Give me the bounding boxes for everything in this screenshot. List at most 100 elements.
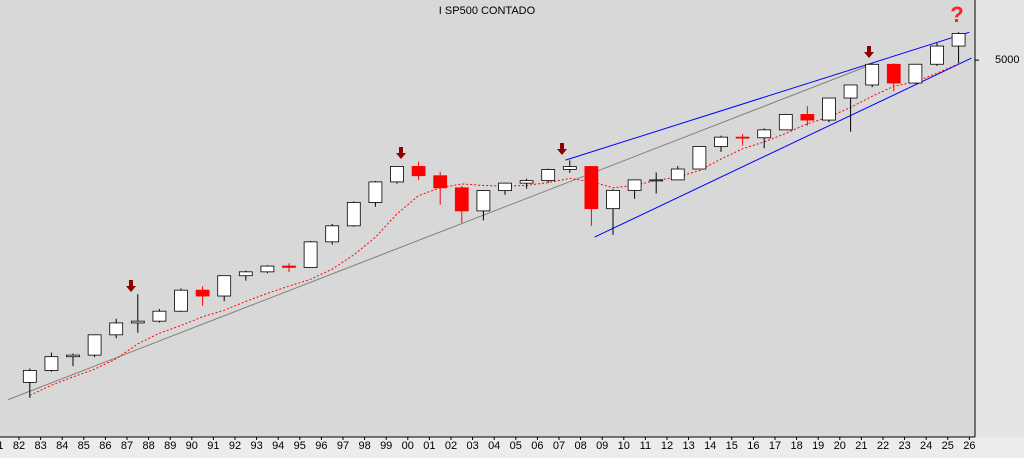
x-tick-label: 84 [56,440,68,452]
x-tick-label: 82 [13,440,25,452]
x-tick-label: 22 [877,440,889,452]
x-tick-label: 02 [445,440,457,452]
candle-body [303,241,318,268]
candle-body [541,169,556,181]
candle-body [282,265,296,268]
x-tick-label: 03 [466,440,478,452]
candle-body [87,334,102,356]
candle-body [411,166,426,177]
x-tick-label: 87 [121,440,133,452]
x-tick-label: 04 [488,440,500,452]
candle-body [670,168,685,181]
candle-body [260,265,275,273]
candle-body [22,370,37,383]
candle-body [346,202,361,227]
candle-body [217,275,232,297]
x-tick-label: 16 [747,440,759,452]
candle-body [498,182,512,191]
x-tick-label: 15 [726,440,738,452]
x-tick-label: 96 [315,440,327,452]
x-tick-label: 00 [402,440,414,452]
x-tick-label: 20 [834,440,846,452]
x-tick-label: 24 [920,440,932,452]
candle-body [714,136,728,147]
x-tick-label: 06 [531,440,543,452]
x-tick-label: 97 [337,440,349,452]
x-tick-label: 14 [704,440,716,452]
x-tick-label: 19 [812,440,824,452]
x-tick-label: 86 [99,440,111,452]
x-tick-label: 11 [640,440,651,452]
x-tick-label: 05 [510,440,522,452]
x-tick-label: 92 [229,440,241,452]
candle-body [778,114,793,131]
candle-body [649,179,664,182]
candle-body [930,45,944,65]
arrow [557,143,567,155]
candle-body [584,166,599,210]
x-tick-label: 83 [34,440,46,452]
candle-body [800,114,815,121]
x-tick-label: 91 [207,440,219,452]
arrow [396,147,406,159]
candle-body [66,354,80,358]
x-tick-label: 21 [855,440,867,452]
arrows [126,46,874,292]
x-tick-label: 08 [574,440,586,452]
candle-body [562,166,577,170]
x-tick-label: 85 [78,440,90,452]
candle-body [390,166,404,183]
candle-body [822,97,836,121]
x-tick-label: 01 [423,440,435,452]
x-tick-label: 81 [0,440,4,452]
candle-body [843,84,858,99]
moving-average [29,63,959,396]
x-tick-label: 26 [963,440,975,452]
x-tick-label: 99 [380,440,392,452]
x-tick-label: 88 [142,440,154,452]
x-tick-label: 90 [186,440,198,452]
plot-area [0,0,975,437]
candle-body [886,63,901,84]
candle-body [433,175,448,189]
candle-body [476,190,491,212]
arrow [864,46,874,58]
x-tick-label: 18 [790,440,802,452]
trend-line [8,64,871,401]
candle-body [174,289,188,312]
candle-body [325,225,340,243]
x-tick-label: 25 [942,440,954,452]
annotation: ? [950,2,963,27]
y-axis-area [975,0,1024,437]
candle-body [692,146,707,170]
candle-body [130,320,145,324]
candle-body [152,310,167,322]
trend-line [594,57,972,238]
candle-body [606,189,620,210]
candle-body [44,356,59,371]
candle-body [951,33,966,47]
candle-body [195,289,210,297]
x-tick-label: 89 [164,440,176,452]
x-tick-label: 07 [553,440,565,452]
candle-body [865,63,880,86]
x-tick-label: 23 [898,440,910,452]
candle-body [109,322,124,336]
x-tick-label: 09 [596,440,608,452]
candle-body [454,187,469,212]
candle-body [757,129,772,139]
x-tick-label: 93 [250,440,262,452]
x-tick-label: 94 [272,440,284,452]
chart-title: I SP500 CONTADO [439,5,536,17]
trend-line [565,31,970,161]
candle-body [735,136,750,139]
candle-body [368,181,383,203]
x-tick-label: 95 [294,440,306,452]
candle-body [627,179,642,191]
x-tick-label: 12 [661,440,673,452]
candle-body [908,63,923,84]
y-tick-label: 5000 [995,54,1019,66]
x-tick-label: 10 [618,440,630,452]
